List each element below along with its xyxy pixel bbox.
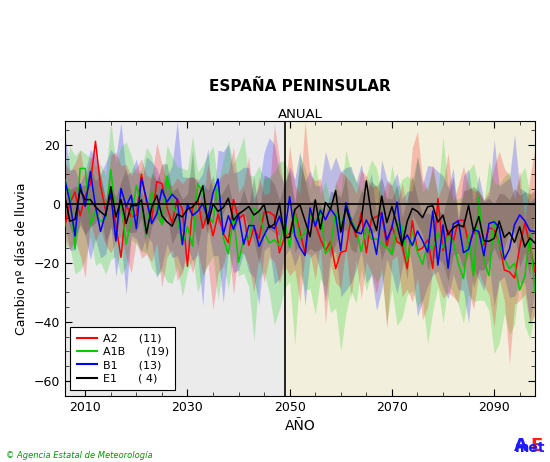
Title: ANUAL: ANUAL xyxy=(277,108,322,121)
X-axis label: AÑO: AÑO xyxy=(284,419,315,433)
Bar xyxy=(65,121,284,396)
Text: A: A xyxy=(514,437,528,455)
Text: © Agencia Estatal de Meteorología: © Agencia Estatal de Meteorología xyxy=(6,451,152,460)
Text: met: met xyxy=(515,441,546,455)
Text: E: E xyxy=(531,437,543,455)
Legend: A2      (11), A1B      (19), B1      (13), E1      ( 4): A2 (11), A1B (19), B1 (13), E1 ( 4) xyxy=(70,327,175,390)
Y-axis label: Cambio nº días de lluvia: Cambio nº días de lluvia xyxy=(15,182,28,334)
Bar xyxy=(284,121,535,396)
Text: ESPAÑA PENINSULAR: ESPAÑA PENINSULAR xyxy=(209,79,390,93)
